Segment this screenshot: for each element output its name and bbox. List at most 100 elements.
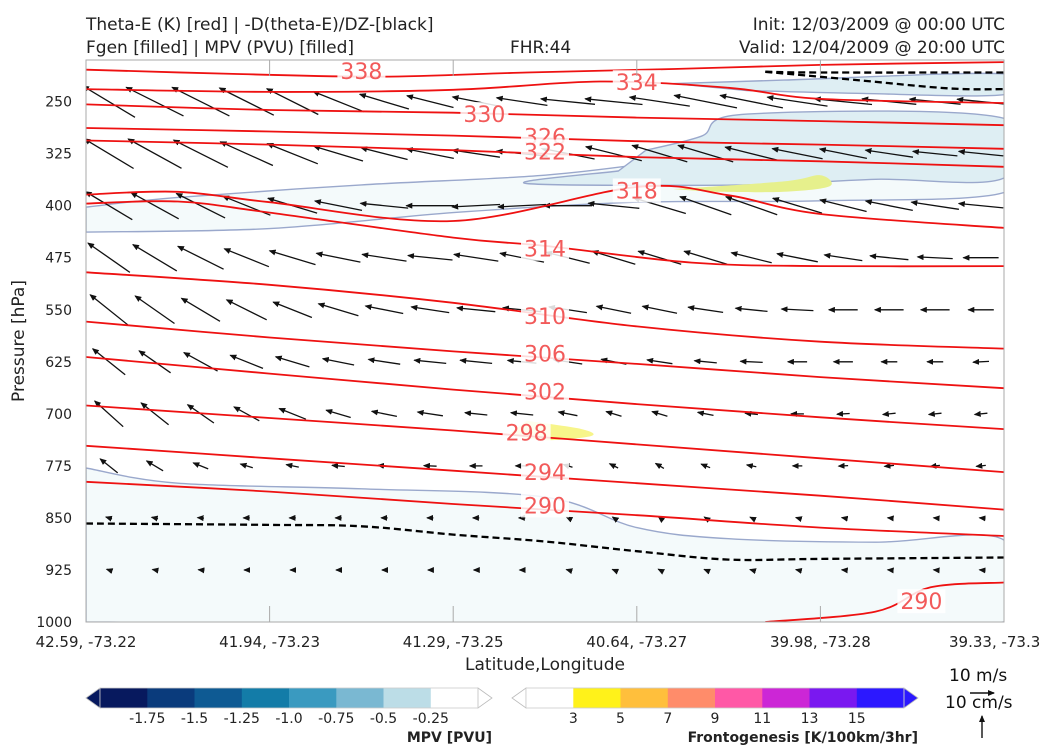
wind-vector: [673, 93, 738, 109]
mpv-region: [522, 110, 1004, 187]
wind-vector: [312, 145, 364, 162]
wind-vector: [223, 248, 270, 268]
wind-vector: [105, 568, 114, 574]
wind-vector: [321, 356, 355, 366]
forecast-hour: FHR:44: [510, 38, 572, 58]
wind-vector: [274, 355, 310, 368]
wind-vector: [86, 85, 136, 118]
contour-label-bg: [521, 139, 569, 164]
y-tick-label: 550: [45, 303, 72, 319]
wind-vector: [611, 516, 620, 523]
wind-vector: [180, 297, 221, 322]
x-axis-label: Latitude,Longitude: [465, 655, 625, 675]
fgen-colorbar-tick-label: 13: [801, 711, 819, 727]
wind-vector: [911, 149, 958, 157]
x-tick-label: 39.98, -73.28: [770, 633, 871, 651]
wind-vector: [687, 305, 724, 314]
wind-vector: [416, 409, 443, 417]
mpv-colorbar-tip: [85, 687, 101, 709]
wind-vector: [683, 250, 728, 265]
mpv-colorbar-tick-label: -0.25: [413, 711, 449, 727]
wind-vector: [405, 147, 454, 160]
wind-vector: [883, 462, 895, 469]
wind-vector: [451, 203, 501, 210]
wind-vector: [229, 354, 264, 370]
theta-e-contour-label: 322: [524, 141, 566, 166]
fgen-colorbar-segment: [573, 688, 622, 708]
wind-vector: [464, 410, 488, 417]
theta-e-contour: [86, 80, 1004, 104]
wind-vector: [422, 462, 437, 469]
fgen-colorbar-tick-label: 7: [663, 711, 672, 727]
wind-vector: [591, 250, 636, 265]
x-tick-label: 41.94, -73.23: [219, 633, 320, 651]
mpv-colorbar-segment: [289, 688, 337, 708]
wind-vector: [744, 410, 758, 417]
wind-vector: [495, 95, 548, 107]
mpv-colorbar-label: MPV [PVU]: [407, 730, 492, 746]
mpv-region: [673, 72, 1004, 97]
wind-vector: [407, 253, 453, 261]
wind-vector: [104, 515, 113, 522]
wind-vector: [818, 147, 868, 160]
title-line-2: Fgen [filled] | MPV (PVU) [filled]: [86, 38, 355, 58]
wind-vector: [497, 203, 547, 210]
fgen-colorbar-tick-label: 3: [569, 711, 578, 727]
wind-vector: [794, 567, 803, 574]
fgen-colorbar-segment: [856, 688, 905, 708]
wind-vector: [125, 86, 184, 117]
wind-vector: [631, 144, 688, 163]
wind-vector: [127, 138, 182, 169]
wind-vector: [957, 149, 1004, 157]
y-tick-label: 475: [45, 251, 72, 267]
wind-vector: [693, 358, 717, 365]
mpv-colorbar-segment: [336, 688, 385, 708]
wind-vector: [794, 516, 803, 523]
wind-vector: [367, 357, 401, 365]
wind-vector: [285, 462, 299, 469]
wind-vector: [637, 250, 682, 265]
wind-vector: [696, 410, 714, 417]
wind-vector: [177, 245, 224, 270]
wind-vector: [703, 568, 711, 575]
wind-vector: [459, 357, 493, 365]
mpv-colorbar-segment: [194, 688, 243, 708]
wind-vector: [331, 462, 345, 469]
wind-vector: [557, 410, 578, 417]
y-tick-label: 700: [45, 407, 72, 423]
wind-vector: [278, 407, 307, 420]
contour-label-bg: [521, 341, 569, 366]
fgen-colorbar-frame: [525, 687, 905, 709]
wind-vector: [819, 198, 867, 213]
wind-vector: [641, 304, 678, 314]
theta-e-contour-label: 330: [463, 103, 505, 128]
x-tick-label: 40.64, -73.27: [586, 633, 687, 651]
fgen-colorbar-tip: [903, 687, 919, 709]
wind-vector: [315, 251, 361, 263]
y-tick-label: 925: [45, 563, 72, 579]
y-tick-label: 850: [45, 511, 72, 527]
wind-vector: [313, 199, 363, 212]
wind-vector: [771, 146, 823, 160]
contour-label-bg: [521, 379, 569, 404]
wind-vector: [360, 146, 408, 161]
wind-vector: [268, 249, 316, 266]
wind-vector: [651, 410, 668, 417]
wind-vector: [89, 294, 129, 326]
wind-vector: [836, 410, 850, 417]
fgen-colorbar-segment: [620, 688, 669, 708]
theta-e-contour-label: 302: [524, 381, 566, 406]
wind-vector: [150, 515, 159, 522]
contour-label-bg: [521, 236, 569, 261]
wind-vector: [837, 462, 849, 469]
wind-vector: [584, 145, 642, 162]
wind-vector: [973, 410, 988, 417]
mpv-colorbar-segment: [147, 688, 196, 708]
mpv-colorbar-tick-label: -1.75: [129, 711, 165, 727]
wind-vector: [130, 192, 180, 220]
wind-vector: [134, 295, 175, 325]
fgen-colorbar-tip: [511, 687, 527, 709]
wind-vector: [730, 251, 772, 264]
wind-vector: [749, 568, 757, 575]
